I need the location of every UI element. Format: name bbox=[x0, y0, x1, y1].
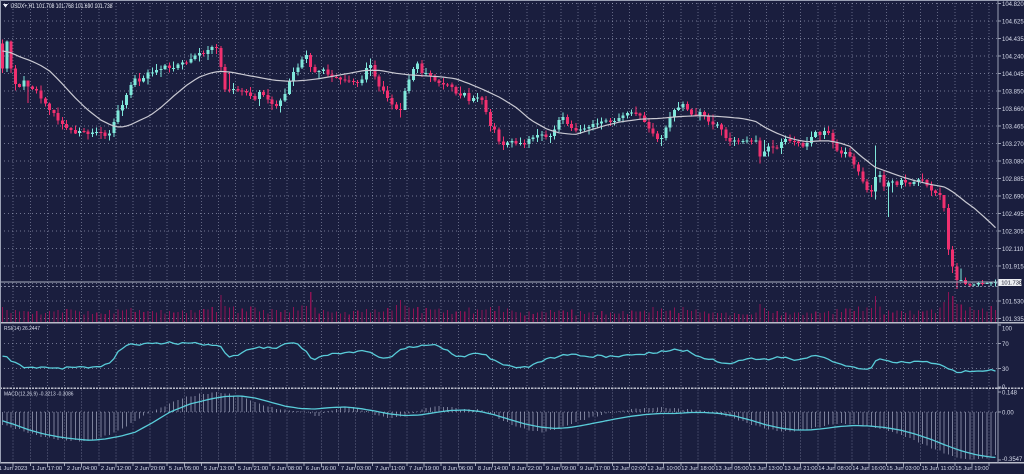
svg-text:6 Jun 08:00: 6 Jun 08:00 bbox=[272, 466, 302, 472]
svg-text:2 Jun 12:00: 2 Jun 12:00 bbox=[101, 466, 131, 472]
svg-text:104.625: 104.625 bbox=[1002, 20, 1024, 26]
svg-text:103.465: 103.465 bbox=[1002, 125, 1024, 131]
svg-text:103.270: 103.270 bbox=[1002, 142, 1024, 148]
svg-text:104.240: 104.240 bbox=[1002, 55, 1024, 61]
svg-text:15 Jun 11:00: 15 Jun 11:00 bbox=[921, 466, 954, 472]
svg-text:15 Jun 03:00: 15 Jun 03:00 bbox=[886, 466, 920, 472]
svg-text:101.915: 101.915 bbox=[1002, 265, 1024, 271]
svg-text:USDX+,H1 101.708 101.768 101.6: USDX+,H1 101.708 101.768 101.690 101.738 bbox=[11, 3, 113, 10]
svg-text:104.820: 104.820 bbox=[1002, 2, 1024, 8]
svg-text:101.335: 101.335 bbox=[1002, 317, 1024, 323]
svg-text:104.435: 104.435 bbox=[1002, 37, 1024, 43]
svg-text:13 Jun 13:00: 13 Jun 13:00 bbox=[749, 466, 783, 472]
svg-text:1 Jun 17:00: 1 Jun 17:00 bbox=[32, 466, 62, 472]
svg-text:8 Jun 22:00: 8 Jun 22:00 bbox=[512, 466, 542, 472]
svg-text:100: 100 bbox=[1002, 327, 1013, 333]
svg-text:103.080: 103.080 bbox=[1002, 160, 1024, 166]
svg-text:14 Jun 08:00: 14 Jun 08:00 bbox=[818, 466, 852, 472]
svg-text:13 Jun 05:00: 13 Jun 05:00 bbox=[715, 466, 749, 472]
svg-text:14 Jun 16:00: 14 Jun 16:00 bbox=[852, 466, 886, 472]
svg-text:8 Jun 06:00: 8 Jun 06:00 bbox=[443, 466, 473, 472]
svg-text:1 Jun 2023: 1 Jun 2023 bbox=[0, 466, 27, 472]
svg-text:101.530: 101.530 bbox=[1002, 300, 1024, 306]
svg-text:RSI(14) 26.2447: RSI(14) 26.2447 bbox=[4, 326, 40, 332]
svg-text:104.045: 104.045 bbox=[1002, 72, 1024, 78]
svg-text:5 Jun 13:00: 5 Jun 13:00 bbox=[204, 466, 234, 472]
svg-text:5 Jun 05:00: 5 Jun 05:00 bbox=[169, 466, 199, 472]
svg-text:102.495: 102.495 bbox=[1002, 212, 1024, 218]
svg-text:0.148: 0.148 bbox=[1002, 391, 1018, 397]
svg-text:2 Jun 20:00: 2 Jun 20:00 bbox=[135, 466, 165, 472]
svg-text:12 Jun 18:00: 12 Jun 18:00 bbox=[681, 466, 715, 472]
svg-text:30: 30 bbox=[1002, 367, 1009, 373]
svg-text:12 Jun 10:00: 12 Jun 10:00 bbox=[647, 466, 681, 472]
svg-text:-0.3547: -0.3547 bbox=[1002, 457, 1023, 463]
svg-text:13 Jun 21:00: 13 Jun 21:00 bbox=[784, 466, 818, 472]
svg-text:7 Jun 11:00: 7 Jun 11:00 bbox=[375, 466, 405, 472]
svg-text:9 Jun 09:00: 9 Jun 09:00 bbox=[546, 466, 576, 472]
svg-text:6 Jun 16:00: 6 Jun 16:00 bbox=[306, 466, 336, 472]
svg-text:12 Jun 02:00: 12 Jun 02:00 bbox=[612, 466, 646, 472]
svg-text:103.660: 103.660 bbox=[1002, 107, 1024, 113]
svg-text:2 Jun 04:00: 2 Jun 04:00 bbox=[67, 466, 97, 472]
svg-text:7 Jun 03:00: 7 Jun 03:00 bbox=[341, 466, 371, 472]
svg-text:101.738: 101.738 bbox=[1001, 281, 1022, 287]
svg-text:0.00: 0.00 bbox=[1002, 411, 1014, 417]
svg-text:5 Jun 21:00: 5 Jun 21:00 bbox=[238, 466, 268, 472]
svg-text:MACD(12,26,9) -0.3213 -0.3086: MACD(12,26,9) -0.3213 -0.3086 bbox=[4, 392, 74, 398]
svg-text:8 Jun 14:00: 8 Jun 14:00 bbox=[478, 466, 508, 472]
svg-text:102.305: 102.305 bbox=[1002, 230, 1024, 236]
svg-text:102.110: 102.110 bbox=[1002, 247, 1024, 253]
svg-text:102.885: 102.885 bbox=[1002, 177, 1024, 183]
svg-text:102.690: 102.690 bbox=[1002, 195, 1024, 201]
svg-text:15 Jun 19:00: 15 Jun 19:00 bbox=[955, 466, 989, 472]
svg-text:103.850: 103.850 bbox=[1002, 90, 1024, 96]
svg-text:0: 0 bbox=[1002, 385, 1006, 391]
svg-text:7 Jun 19:00: 7 Jun 19:00 bbox=[409, 466, 439, 472]
svg-text:70: 70 bbox=[1002, 342, 1009, 348]
svg-text:9 Jun 17:00: 9 Jun 17:00 bbox=[580, 466, 610, 472]
